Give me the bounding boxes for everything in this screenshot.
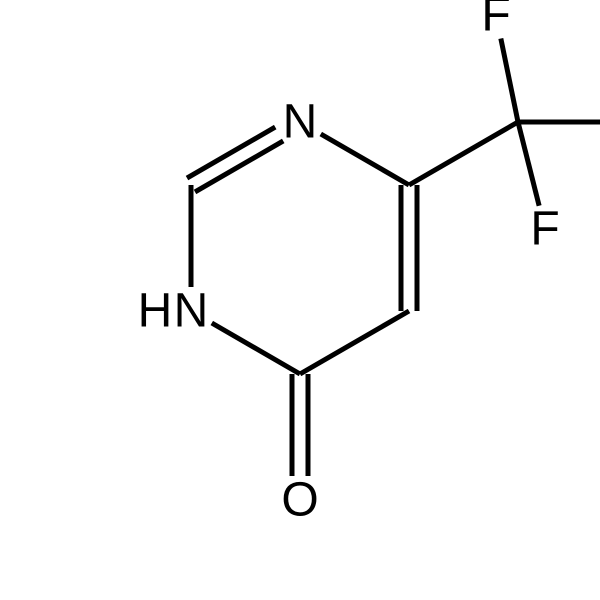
atom-F: F xyxy=(530,203,559,256)
atom-N: N xyxy=(174,285,209,338)
atom-F: F xyxy=(481,0,510,42)
bond xyxy=(212,323,300,374)
atom-O: O xyxy=(281,474,318,527)
bond-layer xyxy=(187,39,600,476)
atom-layer: NNHOFFF xyxy=(138,0,600,527)
bond xyxy=(518,122,539,206)
bond xyxy=(300,311,409,374)
bond xyxy=(409,122,518,185)
bond xyxy=(321,134,409,185)
bond xyxy=(501,39,518,122)
molecule-diagram: NNHOFFF xyxy=(0,0,600,600)
atom-H: H xyxy=(138,285,173,338)
atom-N: N xyxy=(283,96,318,149)
